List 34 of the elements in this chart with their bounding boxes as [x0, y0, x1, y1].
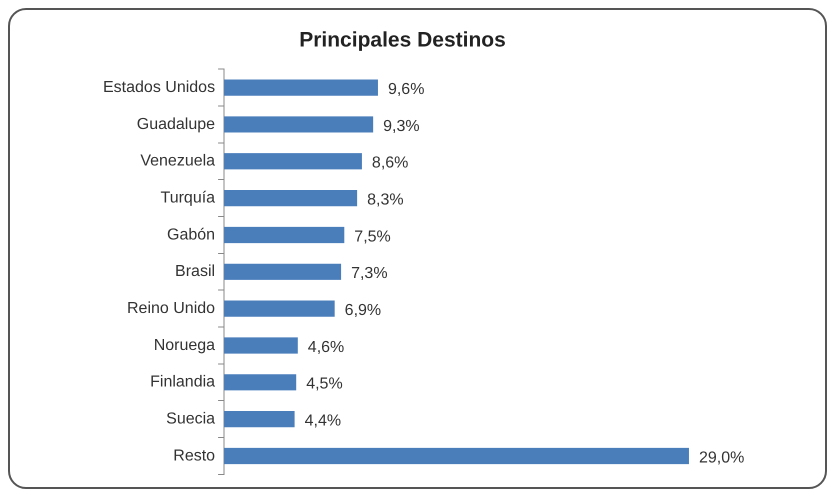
data-label: 9,3%: [383, 118, 420, 135]
data-label: 4,5%: [306, 376, 343, 393]
data-label: 4,4%: [304, 412, 342, 430]
y-tick-label: Turquía: [160, 190, 216, 207]
data-label: 8,3%: [367, 192, 404, 209]
bar: [224, 300, 335, 317]
y-tick-label: Brasil: [175, 263, 216, 280]
bar: [224, 264, 342, 280]
data-label: 4,6%: [308, 338, 344, 356]
data-label: 9,6%: [388, 81, 424, 98]
bar: [224, 190, 358, 206]
bar: [224, 80, 378, 96]
data-label: 8,6%: [372, 154, 408, 172]
bar: [224, 153, 362, 170]
y-tick-label: Suecia: [166, 410, 216, 428]
y-tick-label: Estados Unidos: [103, 79, 216, 96]
bar: [224, 374, 296, 390]
y-tick-label: Finlandia: [150, 374, 216, 391]
bar: [224, 411, 295, 428]
y-tick-label: Guadalupe: [136, 116, 216, 133]
y-tick-label: Venezuela: [140, 152, 216, 170]
data-label: 6,9%: [344, 302, 382, 320]
chart-title: Principales Destinos: [299, 28, 506, 52]
data-label: 7,3%: [351, 265, 388, 282]
bar: [224, 116, 374, 133]
data-label: 7,5%: [354, 228, 391, 246]
bar: [224, 448, 689, 464]
bar: [224, 226, 344, 244]
y-tick-label: Gabón: [167, 226, 216, 244]
y-tick-label: Reino Unido: [127, 300, 216, 318]
bar: [224, 337, 298, 354]
y-tick-label: Noruega: [154, 336, 216, 354]
data-label: 29,0%: [698, 449, 744, 466]
y-tick-label: Resto: [173, 447, 216, 464]
